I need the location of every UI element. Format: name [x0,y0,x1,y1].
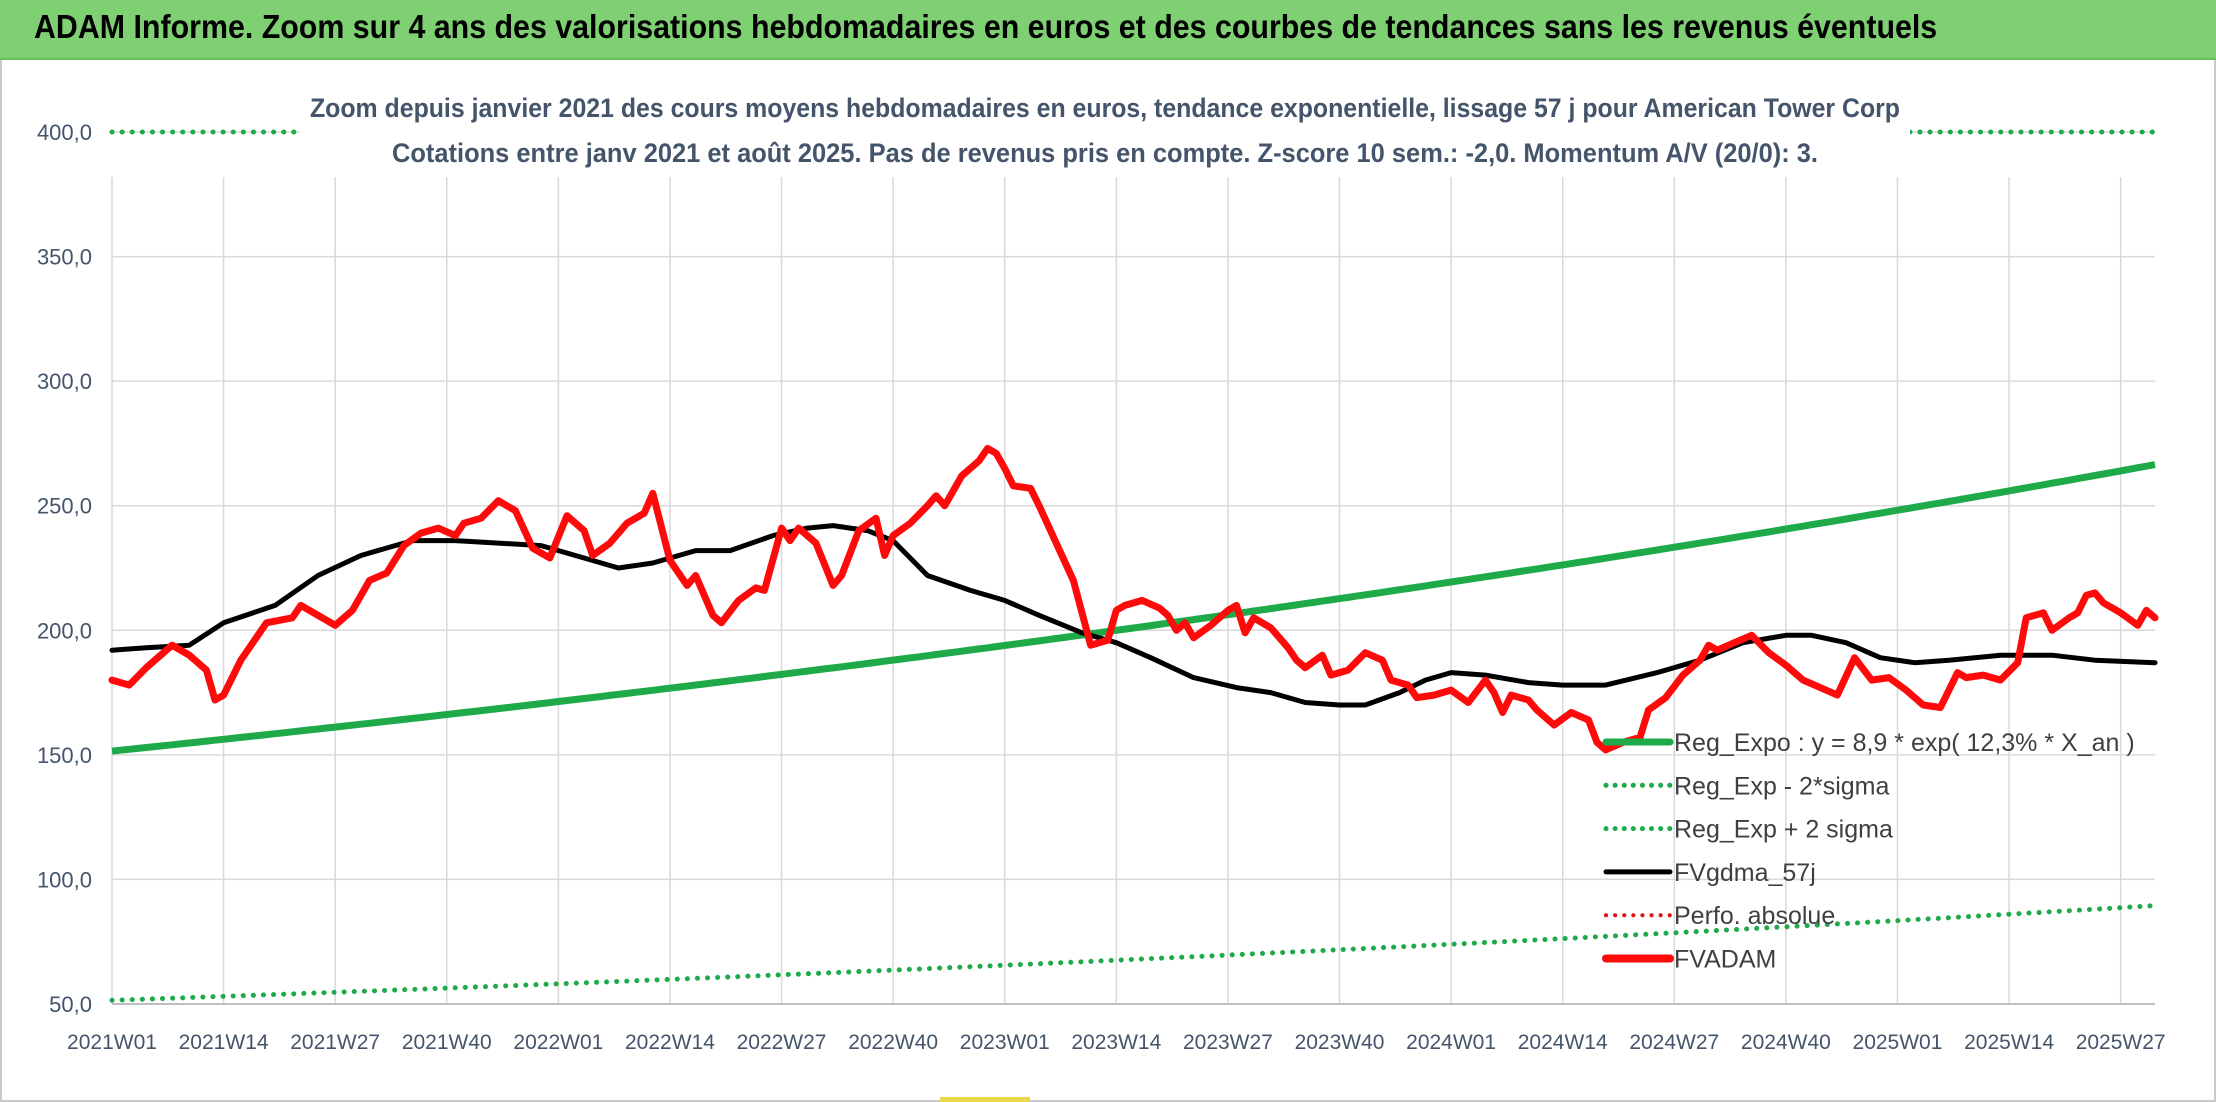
x-tick-label: 2022W01 [513,1031,603,1054]
legend-label: FVADAM [1674,946,1776,974]
x-tick-label: 2021W27 [290,1031,380,1054]
y-tick-label: 400,0 [37,120,92,145]
report-title: ADAM Informe. Zoom sur 4 ans des valoris… [34,8,1938,45]
x-tick-label: 2021W01 [67,1031,157,1054]
chart-titles: Zoom depuis janvier 2021 des cours moyen… [300,80,1910,176]
y-tick-label: 100,0 [37,867,92,892]
chart-title: Zoom depuis janvier 2021 des cours moyen… [310,93,1900,123]
x-tick-label: 2024W14 [1518,1031,1608,1054]
x-tick-label: 2023W27 [1183,1031,1273,1054]
x-tick-label: 2022W27 [737,1031,827,1054]
x-tick-label: 2025W14 [1964,1031,2054,1054]
y-axis-ticks: 50,0 100,0 150,0 200,0 250,0 300,0 350,0 400,0 [37,120,92,1017]
series-reg-expo [111,461,2156,755]
x-axis-ticks: 2021W01 2021W14 2021W27 2021W40 2022W01 2022W… [67,1031,2166,1054]
x-tick-label: 2022W40 [848,1031,938,1054]
x-tick-label: 2024W40 [1741,1031,1831,1054]
x-tick-label: 2024W01 [1406,1031,1496,1054]
legend-label: FVgdma_57j [1674,859,1816,887]
series-fvgdma-57j [109,523,2158,708]
x-tick-label: 2023W01 [960,1031,1050,1054]
legend: Reg_Expo : y = 8,9 * exp( 12,3% * X_an )… [1602,729,2135,974]
decorative-mark [940,1097,1030,1102]
grid [111,131,2155,1005]
legend-label: Reg_Expo : y = 8,9 * exp( 12,3% * X_an ) [1674,729,2135,757]
x-tick-label: 2022W14 [625,1031,715,1054]
series [108,129,2159,1003]
title-background [300,80,1910,176]
y-tick-label: 300,0 [37,369,92,394]
report-header: ADAM Informe. Zoom sur 4 ans des valoris… [0,0,2216,60]
x-tick-label: 2021W14 [179,1031,269,1054]
x-tick-label: 2025W01 [1853,1031,1943,1054]
y-tick-label: 150,0 [37,743,92,768]
y-tick-label: 350,0 [37,245,92,270]
series-reg-exp-minus-2sigma [109,903,2158,1003]
legend-label: Reg_Exp + 2 sigma [1674,816,1893,844]
legend-label: Reg_Exp - 2*sigma [1674,772,1889,800]
y-tick-label: 250,0 [37,494,92,519]
x-tick-label: 2021W40 [402,1031,492,1054]
x-tick-label: 2023W40 [1295,1031,1385,1054]
legend-label: Perfo. absolue [1674,902,1835,930]
x-tick-label: 2023W14 [1071,1031,1161,1054]
x-tick-label: 2025W27 [2076,1031,2166,1054]
chart-subtitle: Cotations entre janv 2021 et août 2025. … [392,138,1818,168]
series-fvadam [108,444,2159,754]
y-tick-label: 200,0 [37,618,92,643]
y-tick-label: 50,0 [49,992,92,1017]
x-tick-label: 2024W27 [1629,1031,1719,1054]
